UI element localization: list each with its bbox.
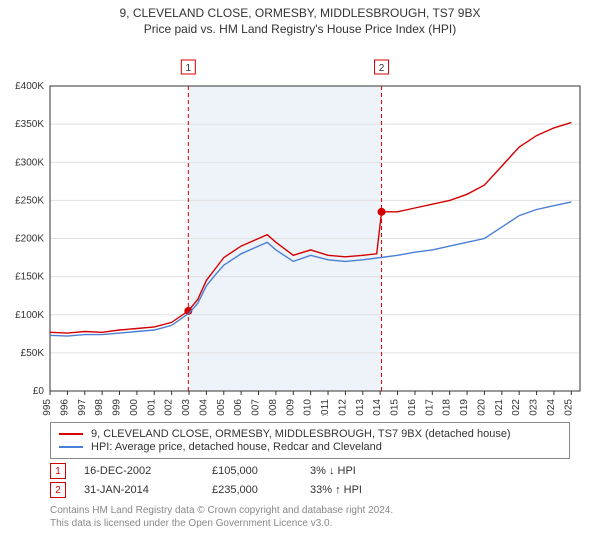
event-marker-box: 1	[50, 463, 66, 479]
event-delta: 33% ↑ HPI	[310, 484, 362, 496]
svg-text:2016: 2016	[407, 399, 418, 416]
svg-text:2000: 2000	[129, 399, 140, 416]
event-number: 2	[55, 485, 61, 496]
footer-line-1: Contains HM Land Registry data © Crown c…	[50, 504, 570, 517]
svg-text:£0: £0	[33, 386, 45, 397]
svg-text:2004: 2004	[198, 399, 209, 416]
legend-row: 9, CLEVELAND CLOSE, ORMESBY, MIDDLESBROU…	[59, 428, 561, 440]
svg-text:2014: 2014	[372, 399, 383, 416]
event-delta: 3% ↓ HPI	[310, 465, 356, 477]
svg-text:2011: 2011	[320, 399, 331, 416]
svg-text:2018: 2018	[442, 399, 453, 416]
legend-label: HPI: Average price, detached house, Redc…	[91, 441, 382, 453]
event-number: 1	[55, 466, 61, 477]
svg-text:1999: 1999	[112, 399, 123, 416]
legend-swatch	[59, 433, 83, 435]
svg-text:2003: 2003	[181, 399, 192, 416]
legend: 9, CLEVELAND CLOSE, ORMESBY, MIDDLESBROU…	[50, 422, 570, 459]
legend-label: 9, CLEVELAND CLOSE, ORMESBY, MIDDLESBROU…	[91, 428, 511, 440]
footer-line-2: This data is licensed under the Open Gov…	[50, 517, 570, 530]
attribution-footer: Contains HM Land Registry data © Crown c…	[50, 504, 570, 530]
svg-text:2025: 2025	[563, 399, 574, 416]
svg-text:2009: 2009	[285, 399, 296, 416]
svg-text:2021: 2021	[494, 399, 505, 416]
title-line-2: Price paid vs. HM Land Registry's House …	[0, 22, 600, 36]
svg-text:2002: 2002	[164, 399, 175, 416]
svg-text:1996: 1996	[59, 399, 70, 416]
svg-text:£400K: £400K	[15, 81, 44, 92]
svg-text:£300K: £300K	[15, 157, 44, 168]
event-price: £235,000	[212, 484, 292, 496]
svg-text:2: 2	[379, 63, 385, 74]
svg-text:1995: 1995	[42, 399, 53, 416]
svg-text:1998: 1998	[94, 399, 105, 416]
svg-text:2017: 2017	[424, 399, 435, 416]
event-row: 2 31-JAN-2014 £235,000 33% ↑ HPI	[50, 482, 570, 498]
svg-text:2024: 2024	[546, 399, 557, 416]
chart-area: £0 £50K £100K £150K £200K £250K £300K £350K £400…	[0, 36, 600, 416]
svg-text:2022: 2022	[511, 399, 522, 416]
svg-text:1997: 1997	[77, 399, 88, 416]
events-table: 1 16-DEC-2002 £105,000 3% ↓ HPI 2 31-JAN…	[50, 463, 570, 498]
svg-text:2015: 2015	[390, 399, 401, 416]
svg-text:£50K: £50K	[21, 348, 45, 359]
svg-text:2020: 2020	[476, 399, 487, 416]
svg-text:2023: 2023	[529, 399, 540, 416]
chart-titles: 9, CLEVELAND CLOSE, ORMESBY, MIDDLESBROU…	[0, 0, 600, 36]
svg-text:2019: 2019	[459, 399, 470, 416]
svg-text:1: 1	[186, 63, 192, 74]
svg-text:2010: 2010	[303, 399, 314, 416]
svg-text:£200K: £200K	[15, 234, 44, 245]
svg-text:£150K: £150K	[15, 272, 44, 283]
legend-swatch	[59, 446, 83, 448]
event-price: £105,000	[212, 465, 292, 477]
svg-text:2012: 2012	[337, 399, 348, 416]
svg-text:2006: 2006	[233, 399, 244, 416]
event-row: 1 16-DEC-2002 £105,000 3% ↓ HPI	[50, 463, 570, 479]
svg-text:2005: 2005	[216, 399, 227, 416]
event-date: 31-JAN-2014	[84, 484, 194, 496]
title-line-1: 9, CLEVELAND CLOSE, ORMESBY, MIDDLESBROU…	[0, 6, 600, 20]
svg-text:£250K: £250K	[15, 195, 44, 206]
legend-row: HPI: Average price, detached house, Redc…	[59, 441, 561, 453]
event-date: 16-DEC-2002	[84, 465, 194, 477]
svg-text:£350K: £350K	[15, 119, 44, 130]
svg-text:2008: 2008	[268, 399, 279, 416]
price-chart: £0 £50K £100K £150K £200K £250K £300K £350K £400…	[0, 36, 600, 416]
svg-text:£100K: £100K	[15, 310, 44, 321]
svg-text:2013: 2013	[355, 399, 366, 416]
event-marker-box: 2	[50, 482, 66, 498]
svg-text:2001: 2001	[146, 399, 157, 416]
svg-text:2007: 2007	[251, 399, 262, 416]
